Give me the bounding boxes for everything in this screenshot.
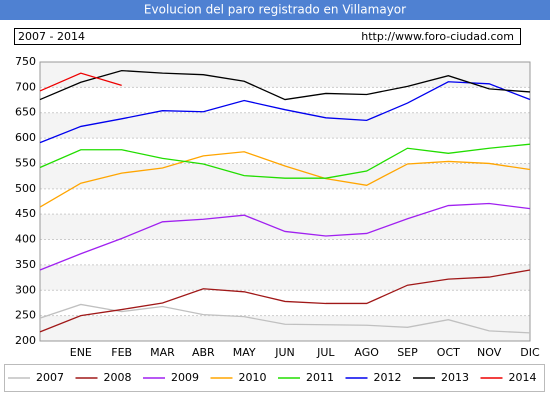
grid-band (40, 290, 530, 316)
x-tick-label: ABR (192, 346, 215, 359)
series-line (39, 303, 531, 334)
legend-label: 2009 (171, 371, 199, 384)
y-tick-label: 500 (15, 182, 36, 195)
grid-band (40, 214, 530, 240)
source: http://www.foro-ciudad.com (361, 30, 514, 43)
x-tick-label: OCT (437, 346, 460, 359)
x-tick-label: FEB (111, 346, 132, 359)
y-tick-label: 450 (15, 207, 36, 220)
grid-band (40, 264, 530, 291)
series-line (39, 143, 531, 179)
grid-band (40, 239, 530, 265)
y-tick-label: 400 (15, 233, 36, 246)
x-tick-label: NOV (477, 346, 502, 359)
series-line (39, 72, 122, 92)
series-line (39, 269, 531, 333)
grid-band (40, 62, 530, 88)
y-tick-label: 300 (15, 283, 36, 296)
series-line (39, 151, 531, 208)
subtitle: 2007 - 2014 (18, 30, 85, 43)
y-tick-label: 650 (15, 106, 36, 119)
legend-label: 2007 (36, 371, 64, 384)
series-line (39, 202, 531, 271)
legend-label: 2008 (104, 371, 132, 384)
plot-frame (39, 61, 531, 342)
x-tick-label: MAY (233, 346, 256, 359)
title-bar (0, 0, 550, 20)
legend-label: 2011 (306, 371, 334, 384)
x-tick-label: JUN (274, 346, 295, 359)
x-tick-label: DIC (520, 346, 540, 359)
x-tick-label: ENE (70, 346, 92, 359)
legend-label: 2010 (239, 371, 267, 384)
legend-box (4, 364, 545, 392)
grid-band (40, 315, 530, 341)
x-tick-label: JUL (316, 346, 335, 359)
grid-band (40, 163, 530, 189)
grid-band (40, 138, 530, 164)
legend-label: 2013 (441, 371, 469, 384)
y-tick-label: 700 (15, 80, 36, 93)
series-line (39, 69, 531, 101)
x-tick-label: SEP (397, 346, 418, 359)
x-tick-label: AGO (354, 346, 379, 359)
legend-label: 2012 (374, 371, 402, 384)
x-tick-label: MAR (150, 346, 175, 359)
y-tick-label: 350 (15, 258, 36, 271)
y-tick-label: 250 (15, 309, 36, 322)
y-tick-label: 550 (15, 156, 36, 169)
y-tick-label: 600 (15, 131, 36, 144)
header-box (14, 28, 521, 45)
series-line (39, 81, 531, 144)
chart-title: Evolucion del paro registrado en Villama… (144, 3, 406, 17)
y-tick-label: 750 (15, 55, 36, 68)
legend-label: 2014 (509, 371, 537, 384)
grid-band (40, 112, 530, 139)
grid-band (40, 188, 530, 215)
y-tick-label: 200 (15, 334, 36, 347)
